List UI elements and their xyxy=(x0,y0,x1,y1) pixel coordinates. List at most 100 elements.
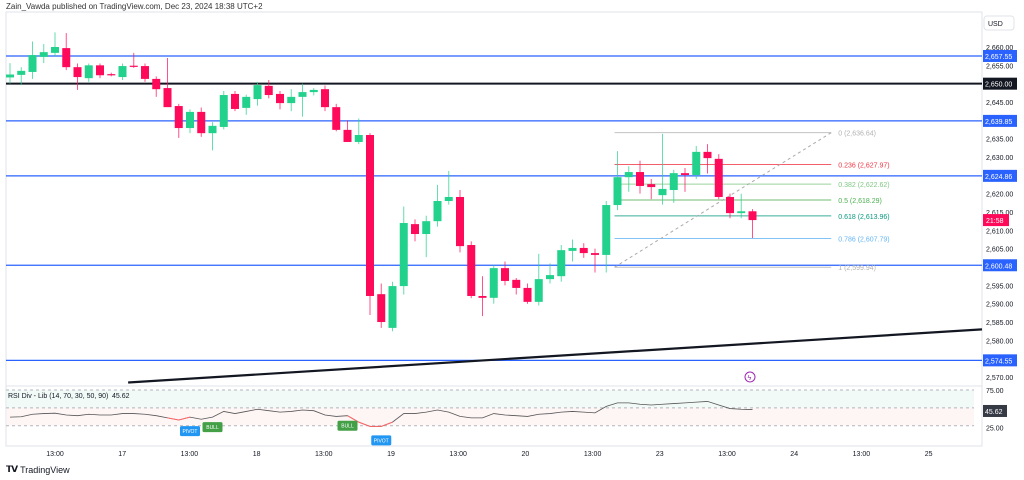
time-tick: 20 xyxy=(522,451,530,458)
candle-body xyxy=(62,48,71,68)
time-tick: 13:00 xyxy=(584,451,602,458)
candle-body xyxy=(107,74,116,76)
rsi-marker-bull xyxy=(202,422,223,433)
candle-body xyxy=(141,66,149,79)
candle-body xyxy=(377,294,386,323)
candle-body xyxy=(287,96,296,104)
candle-body xyxy=(456,196,464,247)
price-tick: 2,595.00 xyxy=(986,283,1013,290)
rsi-divergence-line xyxy=(347,415,393,427)
candle-body xyxy=(422,221,431,235)
price-tick: 2,620.00 xyxy=(986,192,1013,199)
candle-body xyxy=(96,65,104,76)
tradingview-footer[interactable]: 𝗧𝗩 TradingView xyxy=(6,464,70,475)
candle-body xyxy=(242,96,251,108)
time-tick: 25 xyxy=(925,451,933,458)
rsi-marker-label: BULL xyxy=(341,424,354,430)
fib-level-label: 0.786 (2,607.79) xyxy=(838,236,889,243)
candle-body xyxy=(51,47,59,53)
candle-body xyxy=(534,279,543,302)
publisher-line: Zain_Vawda published on TradingView.com,… xyxy=(6,2,263,11)
fib-trend-line xyxy=(614,132,832,268)
candle-body xyxy=(444,196,453,202)
level-price-label: 2,657.55 xyxy=(985,54,1012,61)
price-tick: 2,645.00 xyxy=(986,100,1013,107)
level-price-badge xyxy=(983,114,1017,127)
time-tick: 13:00 xyxy=(449,451,467,458)
ascending-trendline xyxy=(128,328,983,384)
candle-body xyxy=(321,89,329,108)
fib-level-label: 1 (2,599.94) xyxy=(838,265,876,272)
price-tick: 2,605.00 xyxy=(986,247,1013,254)
rsi-tick: 25.00 xyxy=(986,426,1004,433)
rsi-divergence-line xyxy=(167,416,191,421)
candle-body xyxy=(174,106,183,129)
candle-body xyxy=(152,78,161,90)
countdown-label: 21:58 xyxy=(986,218,1004,225)
candle-body xyxy=(197,111,206,134)
candle-body xyxy=(501,268,509,281)
candle-body xyxy=(726,196,734,214)
rsi-marker-pivot xyxy=(180,426,200,437)
rsi-title: RSI Div - Lib (14, 70, 30, 50, 90) xyxy=(8,393,108,400)
time-tick: 13:00 xyxy=(46,451,64,458)
candle-body xyxy=(399,223,408,287)
price-tick: 2,615.00 xyxy=(986,210,1013,217)
candle-body xyxy=(219,95,228,127)
rsi-value-badge xyxy=(983,404,1007,417)
tradingview-logo-icon: 𝗧𝗩 xyxy=(6,464,18,474)
rsi-marker-label: BULL xyxy=(206,425,219,431)
candle-body xyxy=(523,287,532,302)
rsi-oversold-zone xyxy=(6,407,974,426)
candle-body xyxy=(264,85,273,96)
brand-name: TradingView xyxy=(20,464,70,475)
candle-body xyxy=(186,111,194,129)
candle-body xyxy=(478,295,487,298)
level-price-badge xyxy=(983,169,1017,182)
candle-body xyxy=(714,158,723,197)
candle-body xyxy=(332,107,341,130)
level-price-badge xyxy=(983,354,1017,367)
price-tick: 2,570.00 xyxy=(986,375,1013,382)
rsi-tick: 75.00 xyxy=(986,388,1004,395)
candle-body xyxy=(253,85,262,100)
candle-body xyxy=(354,135,363,142)
rsi-marker-label: PIVOT xyxy=(182,429,197,435)
price-tick: 2,655.00 xyxy=(986,63,1013,70)
time-tick: 23 xyxy=(656,451,664,458)
time-tick: 13:00 xyxy=(315,451,333,458)
candle-body xyxy=(73,67,82,78)
candle-body xyxy=(433,201,442,222)
candle-body xyxy=(557,250,566,277)
time-tick: 24 xyxy=(790,451,798,458)
candle-body xyxy=(388,286,397,328)
candle-body xyxy=(624,172,633,178)
price-tick: 2,610.00 xyxy=(986,228,1013,235)
candle-body xyxy=(602,205,611,255)
level-price-badge xyxy=(983,77,1017,90)
candle-body xyxy=(748,211,757,221)
candle-body xyxy=(703,151,712,159)
candle-body xyxy=(512,279,521,288)
lightning-glyph: ϟ xyxy=(748,375,752,382)
price-tick: 2,635.00 xyxy=(986,137,1013,144)
price-tick: 2,630.00 xyxy=(986,155,1013,162)
candle-body xyxy=(669,173,678,191)
time-tick: 19 xyxy=(387,451,395,458)
candle-body xyxy=(366,135,374,296)
candle-body xyxy=(489,268,498,298)
time-tick: 13:00 xyxy=(181,451,199,458)
candle-body xyxy=(647,184,656,188)
price-tick: 2,585.00 xyxy=(986,320,1013,327)
candle-body xyxy=(39,52,48,57)
rsi-marker-pivot xyxy=(371,435,392,446)
candle-body xyxy=(231,93,239,109)
candle-body xyxy=(636,172,644,186)
candle-body xyxy=(6,74,14,78)
currency-button xyxy=(983,15,1015,31)
candle-body xyxy=(343,129,352,142)
time-tick: 17 xyxy=(118,451,126,458)
candle-body xyxy=(613,177,622,206)
candle-body xyxy=(591,253,599,255)
